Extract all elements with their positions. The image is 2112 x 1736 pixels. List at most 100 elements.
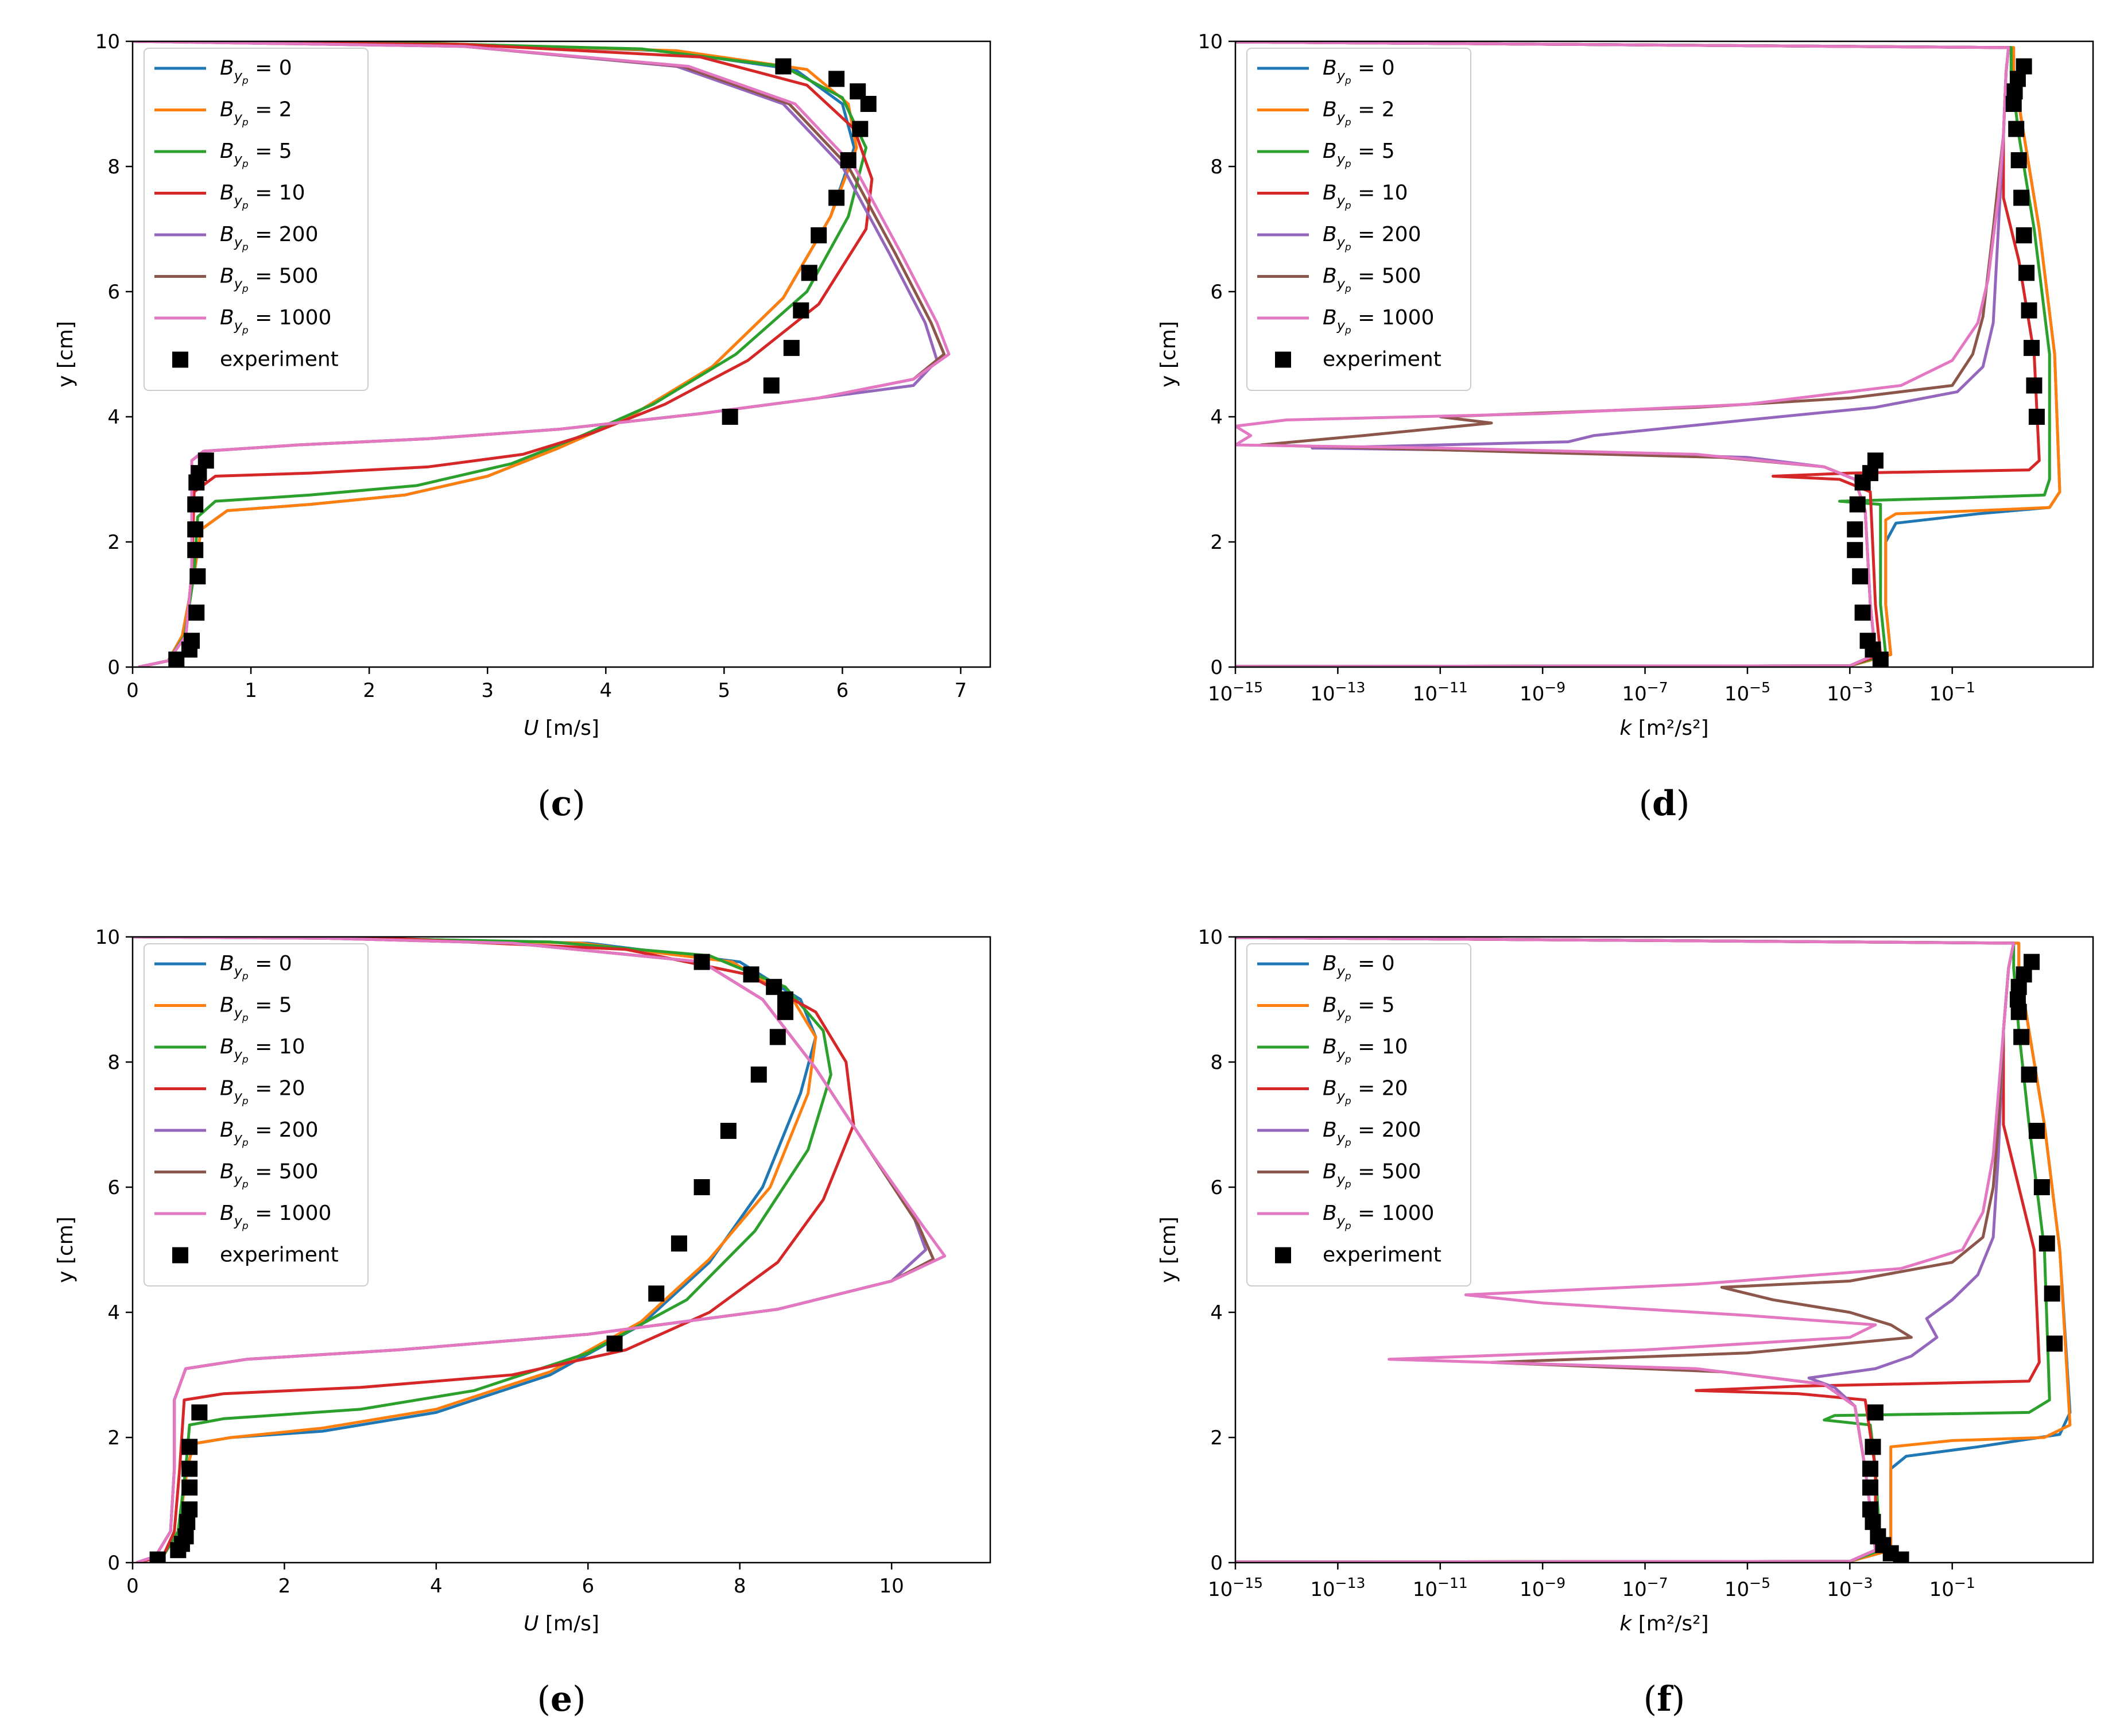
legend-label: Byp = 0 [220, 952, 292, 982]
legend-label: Byp = 200 [220, 223, 318, 253]
series-line-B5 [133, 41, 868, 667]
x-tick-label: 3 [481, 679, 494, 702]
x-tick-label: 10−9 [1520, 1575, 1565, 1601]
x-tick-label: 10−3 [1827, 1575, 1873, 1601]
x-tick-label: 4 [430, 1575, 443, 1598]
x-axis-label: U [m/s] [524, 716, 599, 740]
legend-label: Byp = 500 [1323, 265, 1421, 295]
legend-box [1246, 48, 1471, 391]
experiment-point [2013, 189, 2030, 206]
experiment-point [828, 71, 845, 87]
legend-label: Byp = 1000 [220, 306, 331, 336]
legend-marker [1275, 351, 1291, 368]
experiment-point [2028, 409, 2045, 425]
legend-label: Byp = 500 [1323, 1160, 1421, 1191]
legend-box [144, 48, 369, 391]
legend-label: experiment [1323, 1243, 1441, 1267]
experiment-point [191, 1404, 208, 1421]
legend-label: Byp = 0 [1323, 952, 1395, 982]
legend-label: experiment [220, 348, 339, 371]
experiment-point [769, 1029, 786, 1045]
experiment-point [2044, 1285, 2060, 1302]
experiment-point [852, 121, 869, 137]
experiment-point [840, 152, 857, 169]
axes-frame [1234, 40, 2094, 668]
panel-caption: (c) [537, 784, 585, 824]
experiment-point [181, 1460, 198, 1477]
experiment-point [1847, 521, 1863, 538]
experiment-point [2010, 152, 2027, 169]
x-tick-label: 10−15 [1208, 1575, 1263, 1601]
x-tick-label: 10−1 [1929, 679, 1975, 706]
y-tick-label: 6 [1210, 1176, 1223, 1199]
legend-marker [172, 1247, 188, 1264]
y-tick-label: 4 [1210, 1301, 1223, 1324]
x-tick-label: 6 [836, 679, 849, 702]
experiment-point [2021, 302, 2037, 319]
axes-frame [131, 40, 991, 668]
experiment-point [606, 1335, 623, 1352]
x-tick-label: 2 [363, 679, 375, 702]
y-axis-label: y [cm] [54, 321, 77, 388]
legend-label: Byp = 5 [220, 994, 292, 1024]
experiment-point [763, 377, 780, 394]
experiment-point [693, 1179, 710, 1195]
experiment-point [743, 966, 759, 983]
legend-label: Byp = 0 [1323, 56, 1395, 87]
legend: Byp = 0 Byp = 5 Byp = 10 Byp = 20 Byp = 200 B… [144, 943, 369, 1286]
legend-label: Byp = 10 [220, 1035, 305, 1065]
plot-area [1235, 937, 2072, 1563]
y-tick-label: 10 [1198, 30, 1223, 53]
experiment-point [181, 1501, 198, 1518]
legend-label: Byp = 200 [1323, 1118, 1421, 1149]
legend-label: Byp = 20 [220, 1077, 305, 1107]
x-tick-label: 10−13 [1310, 679, 1365, 706]
x-axis-label: U [m/s] [524, 1612, 599, 1636]
experiment-point [187, 496, 204, 513]
experiment-point [775, 58, 792, 75]
legend-label: Byp = 5 [1323, 994, 1395, 1024]
x-tick-label: 10−5 [1725, 679, 1770, 706]
y-tick-label: 10 [95, 926, 120, 949]
experiment-point [177, 1528, 194, 1545]
y-tick-label: 4 [107, 406, 120, 429]
legend-marker [1275, 1247, 1291, 1264]
x-tick-label: 8 [734, 1575, 746, 1598]
experiment-point [2021, 1066, 2037, 1083]
legend-label: Byp = 1000 [1323, 1202, 1434, 1232]
axes-frame [131, 936, 991, 1564]
y-tick-label: 8 [107, 1051, 120, 1074]
y-tick-label: 2 [107, 531, 120, 554]
x-tick-label: 10−9 [1520, 679, 1565, 706]
experiment-point [2018, 265, 2035, 281]
legend-label: experiment [220, 1243, 339, 1267]
series-line-B1000 [133, 937, 947, 1563]
y-tick-label: 6 [107, 1176, 120, 1199]
experiment-point [2039, 1235, 2055, 1252]
y-axis-label: y [cm] [1157, 321, 1180, 388]
x-tick-label: 10−3 [1827, 679, 1873, 706]
panel-caption: (d) [1639, 784, 1690, 824]
experiment-point [188, 604, 205, 621]
legend-label: Byp = 1000 [1323, 306, 1434, 336]
experiment-point [1870, 1528, 1886, 1545]
experiment-point [1862, 1479, 1879, 1496]
experiment-point [181, 1479, 198, 1496]
x-axis-label: k [m²/s²] [1619, 1612, 1708, 1636]
x-tick-label: 10−1 [1929, 1575, 1975, 1601]
y-axis-label: y [cm] [1157, 1216, 1180, 1283]
plot-area [133, 41, 951, 667]
legend-label: Byp = 20 [1323, 1077, 1408, 1107]
experiment-point [149, 1551, 166, 1563]
experiment-point [1865, 1439, 1881, 1455]
y-tick-label: 6 [1210, 281, 1223, 304]
experiment-point [1849, 496, 1866, 513]
y-tick-label: 10 [95, 30, 120, 53]
x-tick-label: 2 [278, 1575, 291, 1598]
x-tick-label: 10−7 [1622, 1575, 1668, 1601]
y-tick-label: 8 [107, 156, 120, 179]
panel-f: 10−15 10−13 10−11 10−9 10−7 10−5 10−3 10−1 0 2 4 6 8… [1157, 926, 2094, 1719]
x-tick-label: 10−5 [1725, 1575, 1770, 1601]
